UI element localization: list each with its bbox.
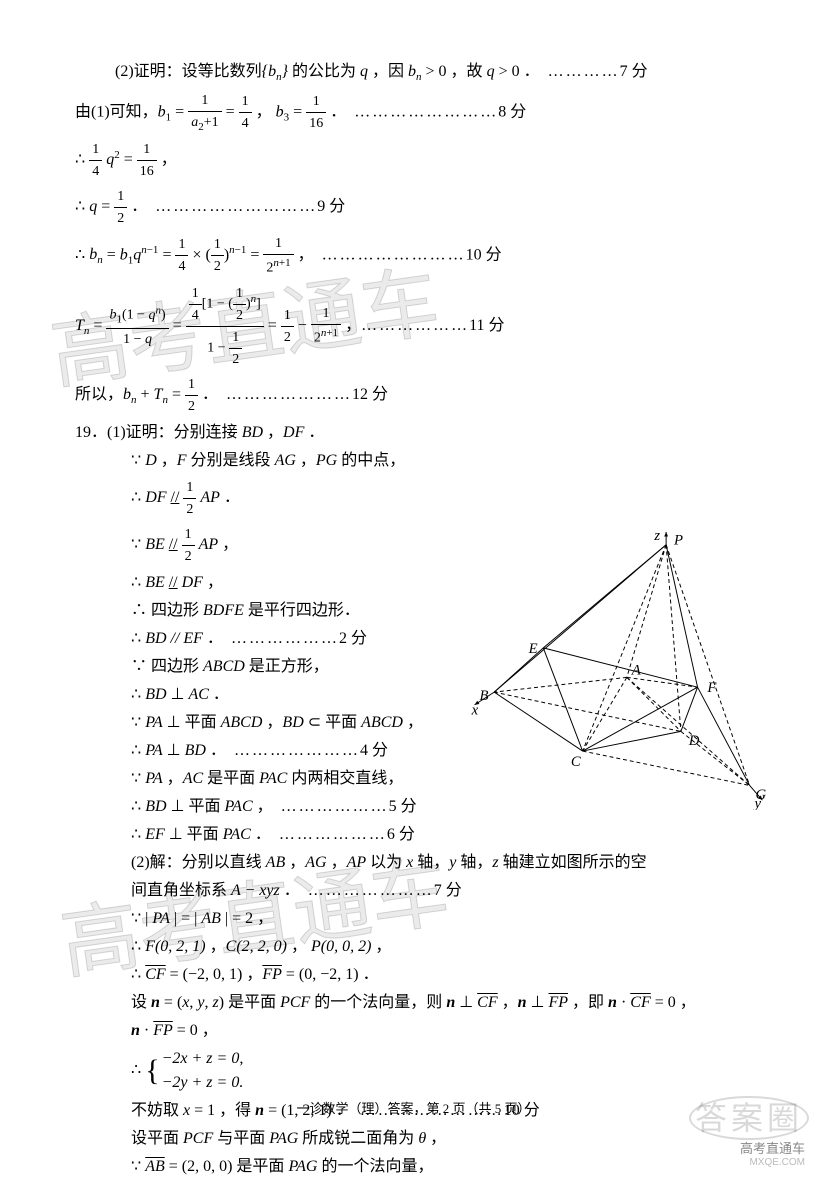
svg-text:P: P	[673, 533, 683, 549]
q19-sol8: ∴ {−2x + z = 0,−2y + z = 0.	[75, 1047, 752, 1095]
q19-sol5: ∴ CF = (−2, 0, 1) ，FP = (0, −2, 1) ．	[75, 963, 752, 987]
svg-text:D: D	[688, 733, 700, 749]
q19-sol6: 设 n = (x, y, z) 是平面 PCF 的一个法向量，则 n ⊥ CF …	[75, 991, 752, 1015]
proof2-line2: 由(1)可知，b1 = 1a2+1 = 14 ， b3 = 116 ． ……………	[75, 90, 752, 135]
svg-text:F: F	[706, 680, 717, 696]
svg-text:y: y	[753, 796, 762, 810]
svg-text:A: A	[631, 662, 642, 678]
q19-sol11: ∵ AB = (2, 0, 0) 是平面 PAG 的一个法向量，	[75, 1155, 752, 1179]
q19-line3: ∴ DF // 12 AP ．	[75, 477, 752, 520]
proof2-line5: ∴ bn = b1qn−1 = 14 × (12)n−1 = 12n+1 ， ……	[75, 233, 752, 279]
svg-text:z: z	[653, 530, 660, 544]
proof2-line6: Tn = b1(1 − qn)1 − q = 14[1 − (12)n]1 − …	[75, 283, 752, 370]
svg-text:B: B	[479, 688, 488, 704]
svg-text:C: C	[571, 754, 581, 770]
q19-sol7: n · FP = 0 ，	[75, 1019, 752, 1043]
svg-text:x: x	[471, 703, 479, 719]
proof2-line4: ∴ q = 12 ． ………………………9 分	[75, 186, 752, 229]
q19-sol2: 间直角坐标系 A − xyz ． …………………7 分	[75, 879, 752, 903]
q19-line14: ∴ EF ⊥ 平面 PAC ． ………………6 分	[75, 823, 752, 847]
proof2-line7: 所以，bn + Tn = 12 ． …………………12 分	[75, 374, 752, 417]
q19-sol4: ∴ F(0, 2, 1) ，C(2, 2, 0) ， P(0, 0, 2) ，	[75, 935, 752, 959]
geometry-diagram: PEBAFCDGxyz	[467, 530, 767, 810]
q19-line1: 19．(1)证明：分别连接 BD ，DF ．	[75, 421, 752, 445]
q19-line2: ∵ D ，F 分别是线段 AG ，PG 的中点，	[75, 449, 752, 473]
q19-sol10: 设平面 PCF 与平面 PAG 所成锐二面角为 θ ，	[75, 1127, 752, 1151]
q19-sol3: ∵ | PA | = | AB | = 2 ，	[75, 907, 752, 931]
footer-url: MXQE.COM	[749, 1155, 805, 1170]
proof2-line1: (2)证明：设等比数列{bn} 的公比为 q ，因 bn > 0 ，故 q > …	[75, 60, 752, 86]
q19-sol1: (2)解：分别以直线 AB ，AG ，AP 以为 x 轴，y 轴，z 轴建立如图…	[75, 851, 752, 875]
proof2-line3: ∴ 14 q2 = 116 ，	[75, 139, 752, 182]
corner-badge: 答案圈	[689, 1094, 809, 1142]
svg-text:E: E	[528, 641, 538, 657]
